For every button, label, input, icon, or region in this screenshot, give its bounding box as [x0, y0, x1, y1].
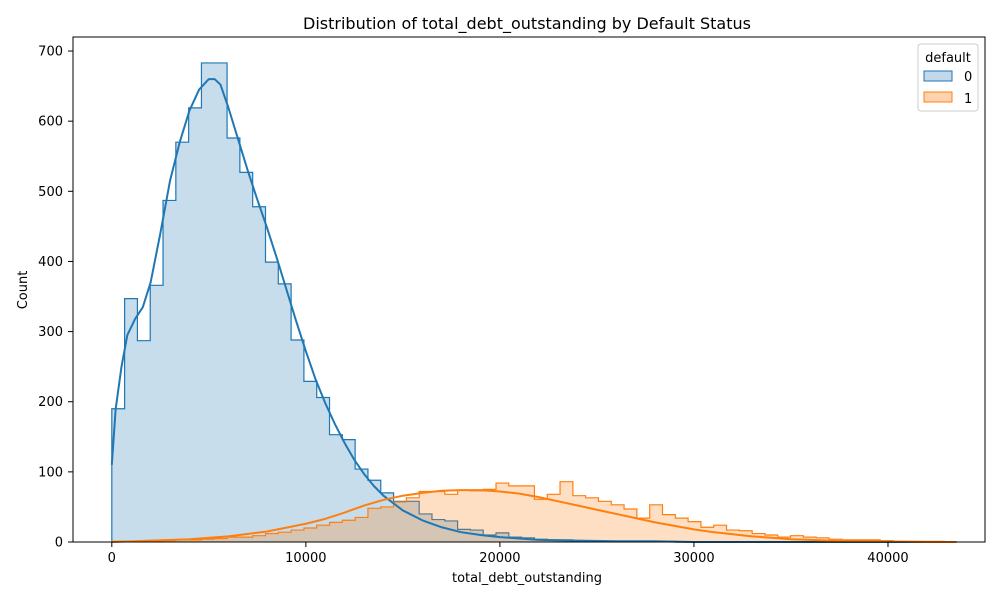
histogram-fill-0 [111, 62, 958, 543]
x-tick-label: 20000 [479, 551, 520, 566]
legend-label-0: 0 [964, 70, 972, 85]
kde-line-0 [110, 78, 956, 543]
y-tick-label: 700 [38, 45, 63, 60]
plot-frame [72, 36, 986, 543]
histogram-outline-1 [111, 481, 958, 543]
legend-swatch-1 [923, 91, 953, 103]
series-1 [111, 481, 958, 543]
y-tick-label: 0 [55, 536, 63, 551]
y-tick-label: 500 [38, 185, 63, 200]
y-tick-label: 200 [38, 395, 63, 410]
histogram-fill-1 [111, 481, 958, 542]
legend-swatch-0 [923, 70, 953, 82]
x-tick-label: 10000 [285, 551, 326, 566]
x-tick-label: 30000 [673, 551, 714, 566]
y-axis-label: Count [16, 271, 31, 310]
chart-title: Distribution of total_debt_outstanding b… [303, 14, 751, 34]
y-tick-label: 100 [38, 465, 63, 480]
plot-area [110, 62, 958, 543]
x-tick-label: 40000 [867, 551, 908, 566]
x-axis-label: total_debt_outstanding [452, 571, 602, 586]
x-axis: 0 10000 20000 30000 40000 [108, 542, 909, 566]
legend: default 0 1 [917, 43, 979, 112]
kde-line-1 [111, 489, 956, 543]
y-axis: 0 100 200 300 400 500 600 700 [38, 45, 73, 551]
legend-title: default [925, 51, 971, 66]
y-tick-label: 400 [38, 255, 63, 270]
y-tick-label: 600 [38, 115, 63, 130]
legend-label-1: 1 [964, 92, 972, 107]
x-tick-label: 0 [108, 551, 116, 566]
y-tick-label: 300 [38, 325, 63, 340]
series-0 [111, 62, 958, 543]
